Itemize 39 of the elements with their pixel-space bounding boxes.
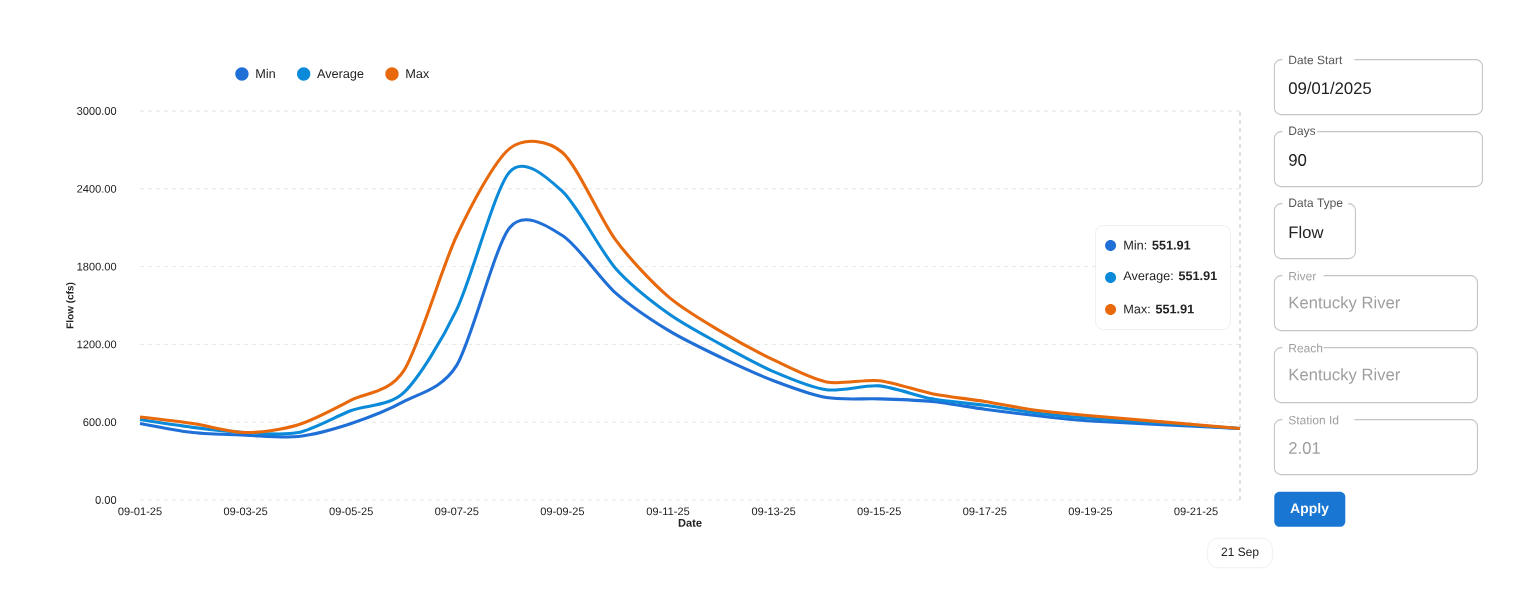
text: Flow <box>1289 225 1324 239</box>
text: 90 <box>1289 154 1307 166</box>
text: River <box>1289 271 1317 281</box>
x-tick-label: 09-11-25 <box>646 507 690 516</box>
y-tick-label: 2400.00 <box>77 184 117 193</box>
y-tick-label: 1200.00 <box>77 340 117 349</box>
text: Kentucky River <box>1289 368 1401 384</box>
y-axis-title: Flow (cfs) <box>66 282 76 329</box>
x-tick-label: 09-17-25 <box>963 507 1007 516</box>
text: 21 Sep <box>1221 547 1259 559</box>
text: 09/01/2025 <box>1288 81 1371 95</box>
annotation: Min: 551.91 <box>1124 240 1191 250</box>
x-tick-label: 09-13-25 <box>751 507 796 516</box>
legend-label: Max <box>406 69 430 79</box>
y-tick-label: 600.00 <box>83 418 117 427</box>
legend-label: Average <box>317 69 364 81</box>
x-tick-label: 09-05-25 <box>329 507 373 516</box>
y-tick-label: 1800.00 <box>77 262 117 271</box>
text: Date Start <box>1289 55 1343 65</box>
x-axis-title: Date <box>678 519 702 527</box>
y-tick-label: 3000.00 <box>77 107 117 115</box>
x-tick-label: 09-03-25 <box>223 507 268 516</box>
text: Data Type <box>1289 198 1343 210</box>
text: Reach <box>1289 343 1323 353</box>
text: 2.01 <box>1289 442 1320 454</box>
annotation: Max: 551.91 <box>1124 304 1194 314</box>
text: Days <box>1289 126 1316 138</box>
text: Station Id <box>1288 415 1339 425</box>
text: Kentucky River <box>1289 296 1401 312</box>
x-tick-label: 09-01-25 <box>118 507 162 516</box>
legend-label: Min <box>256 68 275 78</box>
text: Apply <box>1290 502 1329 517</box>
annotation: Average: 551.91 <box>1123 271 1217 283</box>
x-tick-label: 09-19-25 <box>1068 507 1113 516</box>
x-tick-label: 09-07-25 <box>435 507 479 516</box>
x-tick-label: 09-09-25 <box>540 507 585 516</box>
x-tick-label: 09-15-25 <box>857 507 901 516</box>
x-tick-label: 09-21-25 <box>1174 507 1218 516</box>
y-tick-label: 0.00 <box>95 496 117 504</box>
